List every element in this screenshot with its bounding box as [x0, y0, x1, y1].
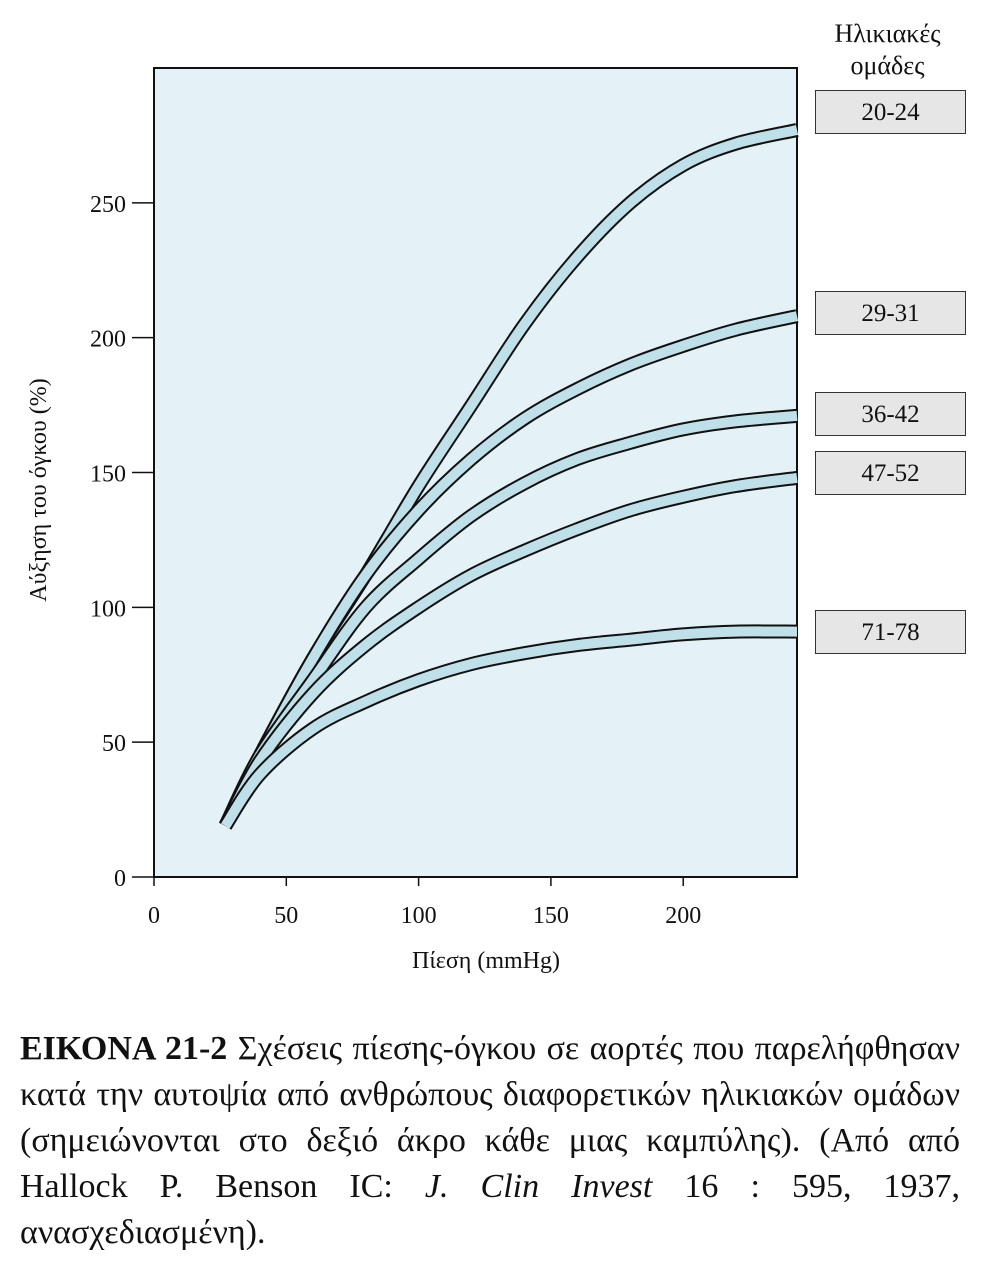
plot-area — [153, 67, 798, 878]
x-tick-label: 50 — [274, 903, 298, 929]
y-tick-label: 50 — [102, 731, 126, 757]
series-band-29-31 — [220, 311, 799, 829]
x-tick-label: 150 — [533, 903, 569, 929]
legend-item-71-78: 71-78 — [815, 610, 966, 654]
figure-caption: ΕΙΚΟΝΑ 21-2 Σχέσεις πίεσης-όγκου σε αορτ… — [20, 1026, 960, 1256]
legend-item-20-24: 20-24 — [815, 90, 966, 134]
caption-text: Σχέσεις πίεσης-όγκου σε αορτές που παρελ… — [20, 1030, 960, 1205]
series-band-71-78 — [221, 626, 798, 829]
x-tick-label: 0 — [148, 903, 160, 929]
caption-citation: 16 : 595, 1937, ανασχεδιασμένη). — [20, 1168, 961, 1251]
y-axis-label: Αύξηση του όγκου (%) — [26, 378, 52, 602]
x-tick-label: 100 — [401, 903, 437, 929]
y-tick-label: 150 — [90, 462, 126, 488]
y-tick-label: 250 — [90, 192, 126, 218]
pressure-volume-chart: 0 50 100 150 200 0 50 100 150 200 250 Πίεση (mmHg… — [26, 67, 799, 974]
series-band-47-52 — [220, 472, 798, 829]
journal-name: J. Clin Invest — [424, 1168, 653, 1205]
figure-label: ΕΙΚΟΝΑ 21-2 — [20, 1030, 228, 1067]
x-tick-label: 200 — [665, 903, 701, 929]
y-tick-label: 100 — [90, 596, 126, 622]
x-axis-label: Πίεση (mmHg) — [412, 948, 560, 974]
legend-item-47-52: 47-52 — [815, 451, 966, 495]
legend-item-36-42: 36-42 — [815, 392, 966, 436]
y-tick-label: 200 — [90, 327, 126, 353]
curve-bands — [219, 123, 799, 830]
legend-title: Ηλικιακές ομάδες — [834, 19, 941, 80]
x-axis: 0 50 100 150 200 — [148, 877, 701, 929]
y-axis: 0 50 100 150 200 250 — [90, 192, 154, 892]
legend-item-29-31: 29-31 — [815, 291, 966, 335]
y-tick-label: 0 — [114, 866, 126, 892]
